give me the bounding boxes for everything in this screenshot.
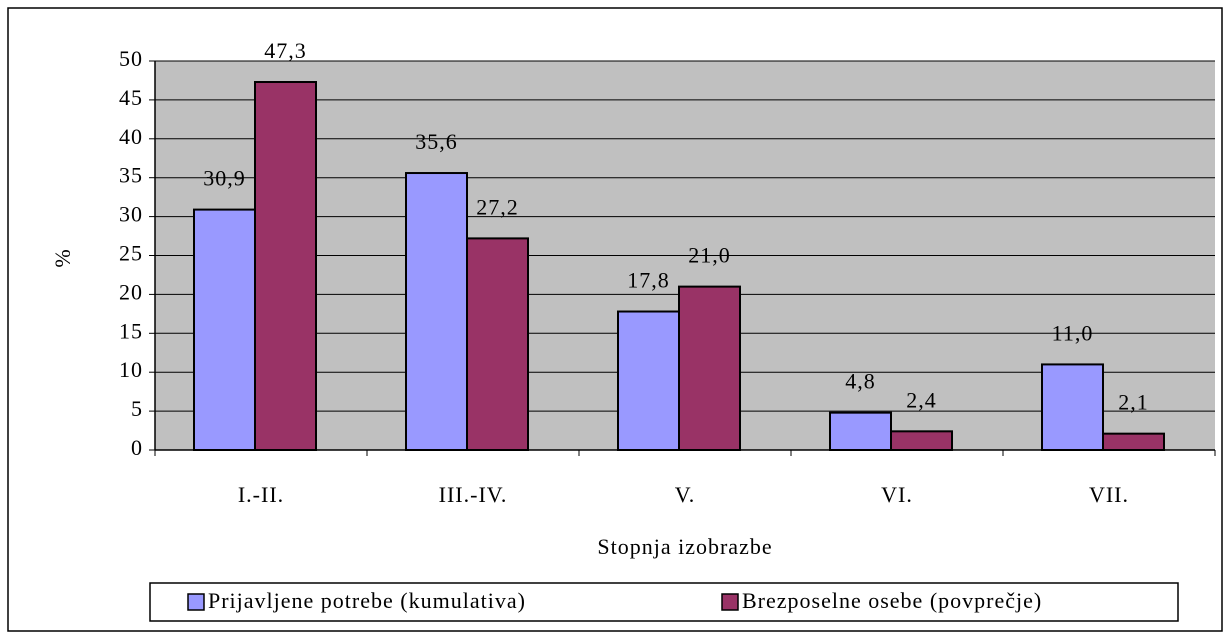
data-label: 2,1	[1118, 390, 1149, 415]
y-tick-label: 40	[119, 124, 143, 149]
legend-box	[149, 582, 1179, 622]
y-tick-label: 20	[119, 279, 143, 304]
bar	[193, 208, 256, 451]
bar	[829, 411, 892, 452]
y-tick-label: 45	[119, 85, 143, 110]
data-label: 47,3	[264, 38, 307, 63]
legend-swatch	[187, 593, 205, 611]
data-label: 35,6	[415, 129, 458, 154]
x-tick-label: V.	[675, 482, 696, 507]
y-tick-label: 25	[119, 241, 143, 266]
x-tick-label: VII.	[1089, 482, 1129, 507]
bar	[617, 310, 680, 451]
bar	[1041, 363, 1104, 452]
bar	[678, 285, 741, 451]
y-tick-label: 5	[131, 396, 143, 421]
data-label: 4,8	[845, 369, 876, 394]
data-label: 21,0	[688, 243, 731, 268]
y-axis-label: %	[50, 248, 75, 267]
y-tick-label: 10	[119, 357, 143, 382]
data-label: 11,0	[1052, 320, 1094, 345]
legend-label: Brezposelne osebe (povprečje)	[742, 588, 1042, 613]
x-axis-label: Stopnja izobrazbe	[597, 534, 772, 559]
legend-swatch	[721, 593, 739, 611]
x-tick-label: VI.	[881, 482, 913, 507]
y-tick-label: 15	[119, 318, 143, 343]
x-tick-label: III.-IV.	[439, 482, 508, 507]
y-tick-label: 0	[131, 435, 143, 460]
y-tick-label: 30	[119, 202, 143, 227]
bar	[890, 430, 953, 452]
data-label: 30,9	[203, 166, 246, 191]
bar	[1102, 432, 1165, 451]
data-label: 2,4	[906, 387, 937, 412]
data-label: 27,2	[476, 194, 519, 219]
legend-label: Prijavljene potrebe (kumulativa)	[208, 588, 526, 613]
data-label: 17,8	[627, 268, 670, 293]
bar	[466, 237, 529, 451]
y-tick-label: 50	[119, 46, 143, 71]
x-tick-label: I.-II.	[238, 482, 284, 507]
y-tick-label: 35	[119, 163, 143, 188]
bar	[254, 81, 317, 451]
bar	[405, 172, 468, 451]
